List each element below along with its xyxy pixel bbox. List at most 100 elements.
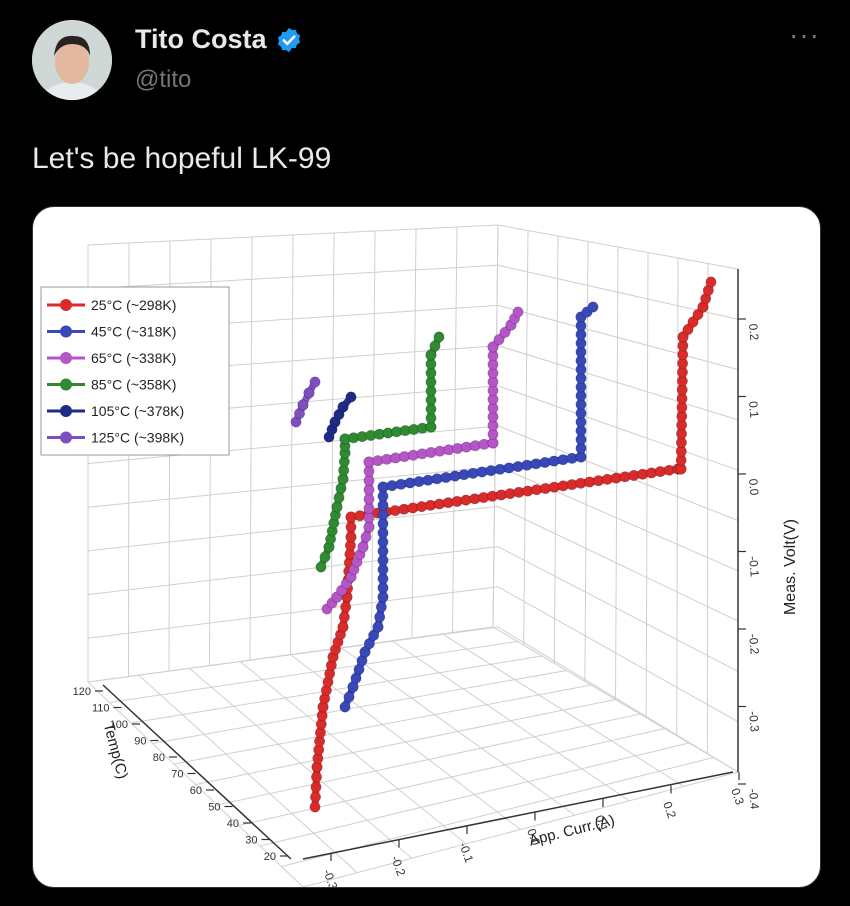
series-point [297,399,309,411]
y-axis-line [102,684,292,860]
series-point [431,473,443,485]
legend-entry: 85°C (~358K) [91,377,176,393]
user-handle[interactable]: @tito [135,66,192,93]
series-point [374,611,386,623]
verified-badge-icon [277,27,300,52]
z-tick-label: -0.2 [746,633,762,655]
series-point [404,477,416,489]
series-point [677,331,689,343]
series-point [363,512,375,524]
series-point [530,458,542,470]
x-tick-label: -0.1 [456,840,476,865]
series-point [340,601,352,613]
series-point [368,629,380,641]
legend-marker [60,405,72,417]
avatar[interactable] [32,20,112,100]
series-point [363,638,375,650]
series-point [413,476,425,488]
series-point [512,461,524,473]
series-point [377,536,389,548]
series-point [377,518,389,530]
y-tick-label: 30 [245,835,257,847]
series-point [343,691,355,703]
series-point [377,508,389,520]
series-point [487,341,499,353]
series-point [692,309,704,321]
legend-marker [60,431,72,444]
legend-entry: 65°C (~338K) [91,350,176,366]
series-point [319,551,331,563]
series-point [363,502,375,514]
avatar-image [32,20,112,100]
legend-marker [60,325,72,338]
series-point [494,463,506,475]
series-point [377,554,389,566]
series-point [422,474,434,486]
series-point [339,701,351,713]
z-tick-label: 0.2 [746,323,761,341]
tweet-media-image[interactable]: 0.2 0.1 0.0 -0.1 -0.2 -0.3 -0.4 -0.3 -0.2 -0.1 0.0… [32,206,821,888]
x-tick-label: 0.3 [728,786,747,807]
series-point [337,621,349,633]
series-point [539,456,551,468]
series-point [687,316,699,328]
series-point [476,466,488,478]
z-tick-label: 0.0 [746,478,761,496]
y-tick-label: 110 [92,703,110,715]
y-tick-label: 100 [110,719,128,731]
series-point [682,324,694,336]
series-point [458,469,470,481]
series-point [375,601,387,613]
series-point [331,501,343,513]
series-point [363,475,375,487]
series-point [359,646,371,658]
legend-marker [60,378,72,391]
series-point [377,545,389,557]
series-point [429,340,441,352]
series-point [449,470,461,482]
series-point [303,387,315,399]
z-tick-label: -0.4 [746,788,762,810]
series-point [425,349,437,361]
series-point [440,471,452,483]
tweet-text: Let's be hopeful LK-99 [32,142,332,175]
x-tick-label: -0.2 [388,854,408,879]
series-point [377,582,389,594]
series-point [521,459,533,471]
series-point [338,611,350,623]
chart-3d-plot: 0.2 0.1 0.0 -0.1 -0.2 -0.3 -0.4 -0.3 -0.2 -0.1 0.0… [40,224,799,887]
series-point [587,301,599,313]
series-point [309,791,321,803]
series-point [360,531,372,543]
series-point [357,541,369,553]
series-point [493,334,505,346]
z-tick-label: -0.1 [746,556,762,578]
series-point [310,781,322,793]
legend-entry: 45°C (~318K) [91,324,176,340]
series-point [377,563,389,575]
x-axis-line [302,771,734,860]
display-name[interactable]: Tito Costa [135,24,267,54]
y-tick-label: 70 [171,769,183,781]
series-point [363,465,375,477]
series-point [372,621,384,633]
z-axis-label: Meas. Volt(V) [782,519,799,615]
y-tick-label: 20 [264,851,276,863]
series-point [345,391,357,403]
y-tick-label: 90 [134,736,146,748]
series-point [499,326,511,338]
more-options-icon[interactable]: ··· [789,19,820,50]
series-point [337,401,349,413]
series-point [309,376,321,388]
y-tick-label: 50 [208,802,220,814]
legend-entry: 105°C (~378K) [91,403,184,419]
series-line [311,278,715,811]
series-point [557,454,569,466]
chart-series [290,276,717,813]
series-point [377,499,389,511]
series-point [485,465,497,477]
series-point [512,306,524,318]
legend-entry: 25°C (~298K) [91,297,176,313]
series-point [335,482,347,494]
series-point [377,481,389,493]
